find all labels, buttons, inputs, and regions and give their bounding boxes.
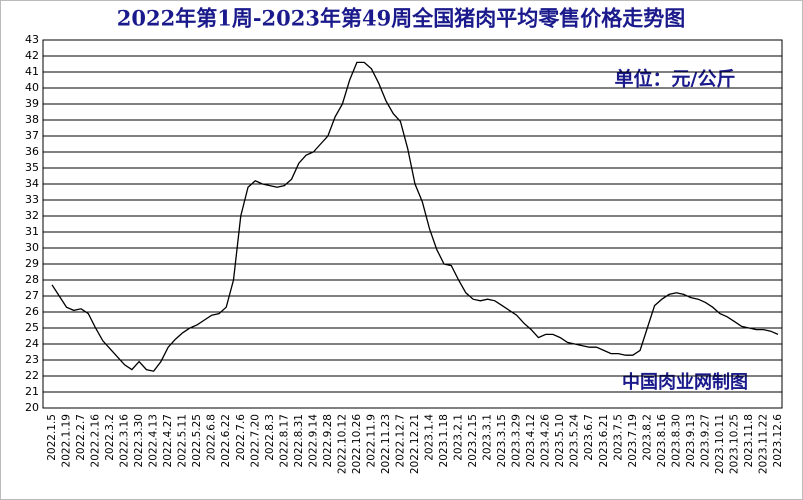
x-tick-label: 2022.1.5 bbox=[46, 414, 58, 461]
y-tick-label: 26 bbox=[25, 305, 39, 318]
x-tick-label: 2022.8.3 bbox=[264, 414, 276, 461]
x-tick-label: 2022.5.11 bbox=[177, 414, 189, 467]
x-tick-label: 2022.5.25 bbox=[191, 414, 203, 467]
x-tick-label: 2023.2.15 bbox=[467, 414, 479, 467]
y-tick-label: 42 bbox=[25, 49, 39, 62]
x-tick-label: 2023.11.8 bbox=[743, 414, 755, 467]
y-tick-label: 43 bbox=[25, 33, 39, 46]
x-tick-label: 2022.7.20 bbox=[249, 414, 261, 467]
x-tick-label: 2023.12.6 bbox=[772, 414, 784, 468]
x-tick-label: 2022.4.27 bbox=[162, 414, 174, 467]
x-tick-label: 2023.10.25 bbox=[728, 414, 740, 474]
x-tick-label: 2022.6.8 bbox=[206, 414, 218, 461]
x-tick-label: 2022.8.17 bbox=[278, 414, 290, 467]
x-tick-label: 2023.6.21 bbox=[598, 414, 610, 467]
y-tick-label: 38 bbox=[25, 113, 39, 126]
x-tick-label: 2023.10.11 bbox=[714, 414, 726, 474]
x-tick-label: 2023.7.19 bbox=[627, 414, 639, 467]
x-tick-label: 2023.3.15 bbox=[496, 414, 508, 467]
x-tick-label: 2022.3.2 bbox=[104, 414, 116, 461]
y-tick-label: 40 bbox=[25, 81, 39, 94]
x-tick-label: 2023.9.13 bbox=[685, 414, 697, 467]
x-tick-label: 2022.10.12 bbox=[336, 414, 348, 474]
x-tick-label: 2022.3.16 bbox=[119, 414, 131, 468]
x-tick-label: 2022.6.22 bbox=[220, 414, 232, 467]
x-tick-label: 2022.3.30 bbox=[133, 414, 145, 467]
x-tick-label: 2022.12.21 bbox=[409, 414, 421, 474]
x-tick-label: 2022.1.19 bbox=[61, 414, 73, 467]
x-tick-label: 2023.4.26 bbox=[540, 414, 552, 468]
y-tick-label: 28 bbox=[25, 273, 39, 286]
x-tick-label: 2022.11.9 bbox=[365, 414, 377, 467]
x-tick-label: 2022.12.7 bbox=[394, 414, 406, 467]
x-tick-label: 2023.3.29 bbox=[511, 414, 523, 467]
y-tick-label: 41 bbox=[25, 65, 39, 78]
x-tick-label: 2023.8.2 bbox=[641, 414, 653, 461]
y-tick-label: 27 bbox=[25, 289, 39, 302]
x-tick-label: 2022.2.16 bbox=[90, 414, 102, 468]
y-tick-label: 35 bbox=[25, 161, 39, 174]
y-tick-label: 30 bbox=[25, 241, 39, 254]
x-tick-label: 2023.5.10 bbox=[554, 414, 566, 467]
x-tick-label: 2023.2.1 bbox=[453, 414, 465, 461]
y-tick-label: 33 bbox=[25, 193, 39, 206]
x-tick-label: 2023.8.16 bbox=[656, 414, 668, 468]
y-tick-label: 25 bbox=[25, 321, 39, 334]
x-tick-label: 2023.1.18 bbox=[438, 414, 450, 467]
y-tick-label: 32 bbox=[25, 209, 39, 222]
x-tick-label: 2023.3.1 bbox=[482, 414, 494, 461]
y-tick-label: 22 bbox=[25, 369, 39, 382]
x-tick-label: 2023.9.27 bbox=[699, 414, 711, 467]
y-tick-label: 20 bbox=[25, 401, 39, 414]
y-tick-label: 23 bbox=[25, 353, 39, 366]
x-tick-label: 2022.2.7 bbox=[75, 414, 87, 461]
x-tick-label: 2023.8.30 bbox=[670, 414, 682, 467]
source-label: 中国肉业网制图 bbox=[622, 371, 748, 393]
x-tick-label: 2023.4.12 bbox=[525, 414, 537, 467]
x-tick-label: 2023.7.5 bbox=[612, 414, 624, 461]
x-tick-label: 2023.6.7 bbox=[583, 414, 595, 461]
y-tick-label: 29 bbox=[25, 257, 39, 270]
y-tick-label: 39 bbox=[25, 97, 39, 110]
y-tick-label: 21 bbox=[25, 385, 39, 398]
x-tick-label: 2022.10.26 bbox=[351, 414, 363, 474]
x-tick-label: 2022.11.23 bbox=[380, 414, 392, 474]
x-tick-label: 2022.7.6 bbox=[235, 414, 247, 461]
y-tick-label: 31 bbox=[25, 225, 39, 238]
y-tick-label: 24 bbox=[25, 337, 39, 350]
x-tick-label: 2022.4.13 bbox=[148, 414, 160, 467]
chart-title: 2022年第1周-2023年第49周全国猪肉平均零售价格走势图 bbox=[117, 6, 685, 31]
y-tick-label: 36 bbox=[25, 145, 39, 158]
x-tick-label: 2022.8.31 bbox=[293, 414, 305, 467]
x-tick-label: 2023.11.22 bbox=[757, 414, 769, 474]
x-tick-label: 2023.5.24 bbox=[569, 414, 581, 468]
x-tick-label: 2022.9.14 bbox=[307, 414, 319, 468]
unit-label: 单位：元/公斤 bbox=[615, 67, 736, 90]
y-tick-label: 34 bbox=[25, 177, 39, 190]
price-line bbox=[51, 61, 779, 372]
y-tick-label: 37 bbox=[25, 129, 39, 142]
x-tick-label: 2022.9.28 bbox=[322, 414, 334, 467]
x-tick-label: 2023.1.4 bbox=[424, 414, 436, 461]
